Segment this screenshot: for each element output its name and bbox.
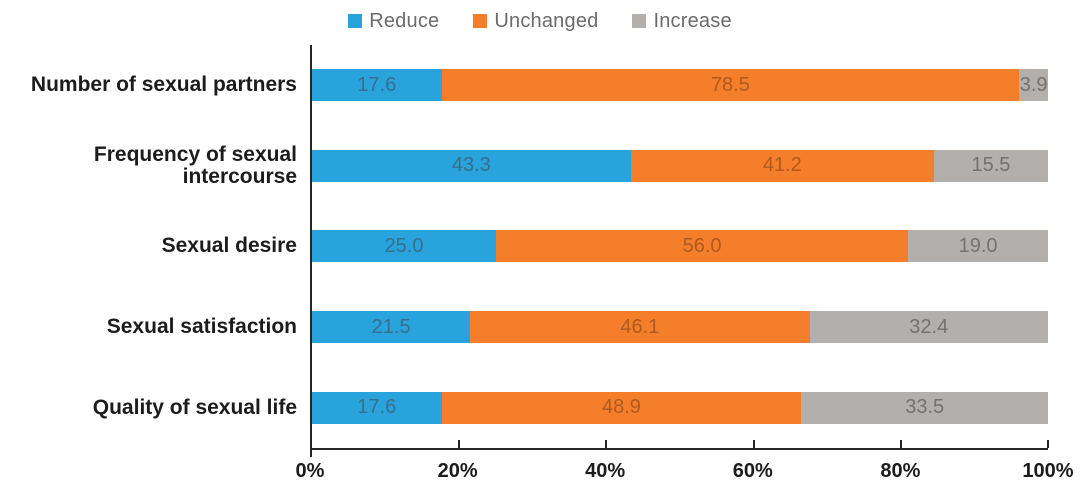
x-axis-tick <box>752 440 755 448</box>
bar-segment-reduce: 21.5 <box>312 311 471 344</box>
bar-row: 17.6 48.9 33.5 <box>312 367 1048 448</box>
x-axis-tick-label: 0% <box>295 460 325 482</box>
data-label: 41.2 <box>762 154 802 177</box>
data-label: 32.4 <box>909 315 949 338</box>
stacked-bar-chart: Reduce Unchanged Increase Number of sexu… <box>0 5 1080 503</box>
data-label: 43.3 <box>451 154 491 177</box>
legend-item-increase: Increase <box>632 9 732 33</box>
y-axis-tick <box>310 448 312 457</box>
y-axis-category-labels: Number of sexual partners Frequency of se… <box>0 45 310 448</box>
bar-segment-increase: 15.5 <box>933 149 1048 182</box>
x-axis-tick <box>458 440 461 448</box>
data-label: 17.6 <box>357 73 397 96</box>
data-label: 3.9 <box>1019 73 1048 96</box>
category-label: Quality of sexual life <box>92 395 297 419</box>
data-label: 19.0 <box>958 234 998 257</box>
bar-row: 21.5 46.1 32.4 <box>312 287 1048 368</box>
bar-track: 43.3 41.2 15.5 <box>312 149 1048 182</box>
bar-segment-unchanged: 56.0 <box>496 230 909 263</box>
bar-segment-increase: 33.5 <box>801 391 1048 424</box>
data-label: 56.0 <box>682 234 722 257</box>
bar-segment-reduce: 43.3 <box>312 149 631 182</box>
chart-legend: Reduce Unchanged Increase <box>0 5 1080 37</box>
bar-row: 25.0 56.0 19.0 <box>312 206 1048 287</box>
legend-label-reduce: Reduce <box>369 9 440 32</box>
legend-label-increase: Increase <box>653 9 732 32</box>
data-label: 17.6 <box>357 396 397 419</box>
plot-area: 17.6 78.5 3.9 43.3 41.2 15.5 25.0 56.0 19.0 21.5 4… <box>310 45 1049 457</box>
legend-swatch-reduce-icon <box>348 14 363 28</box>
x-axis-tick-label: 40% <box>585 460 626 482</box>
data-label: 21.5 <box>371 315 411 338</box>
data-label: 33.5 <box>905 396 945 419</box>
x-axis-tick-label: 20% <box>437 460 478 482</box>
plot-area-wrapper: Number of sexual partners Frequency of se… <box>0 45 1080 457</box>
x-axis-tick-label: 60% <box>732 460 773 482</box>
category-label: Sexual desire <box>161 234 297 258</box>
bar-track: 25.0 56.0 19.0 <box>312 230 1048 263</box>
bar-segment-unchanged: 46.1 <box>470 311 810 344</box>
x-axis-tick <box>1047 440 1049 448</box>
category-label: Number of sexual partners <box>30 73 297 97</box>
bar-segment-reduce: 25.0 <box>312 230 496 263</box>
category-label: Sexual satisfaction <box>106 315 297 339</box>
data-label: 78.5 <box>710 73 750 96</box>
legend-item-reduce: Reduce <box>348 10 439 33</box>
bar-segment-reduce: 17.6 <box>312 69 442 102</box>
x-axis-tick-labels: 0% 20% 40% 60% 80% 100% <box>296 460 1074 486</box>
data-label: 25.0 <box>384 234 424 257</box>
bar-segment-unchanged: 78.5 <box>441 69 1020 102</box>
data-label: 15.5 <box>971 154 1011 177</box>
x-axis-tick <box>605 440 608 448</box>
bar-track: 21.5 46.1 32.4 <box>312 311 1048 344</box>
bar-segment-unchanged: 41.2 <box>630 149 934 182</box>
legend-swatch-unchanged-icon <box>473 14 488 28</box>
x-axis-tick-label: 100% <box>1022 460 1074 482</box>
bar-track: 17.6 78.5 3.9 <box>312 69 1048 102</box>
category-label: Frequency of sexual intercourse <box>93 142 297 188</box>
x-axis-tick-label: 80% <box>880 460 921 482</box>
data-label: 48.9 <box>602 396 641 419</box>
bar-row: 17.6 78.5 3.9 <box>312 45 1048 126</box>
bar-track: 17.6 48.9 33.5 <box>312 391 1048 424</box>
bar-segment-unchanged: 48.9 <box>441 391 802 424</box>
bar-segment-reduce: 17.6 <box>312 391 442 424</box>
bar-segment-increase: 19.0 <box>908 230 1048 263</box>
data-label: 46.1 <box>620 315 660 338</box>
legend-item-unchanged: Unchanged <box>473 10 598 33</box>
legend-swatch-increase-icon <box>632 14 647 28</box>
bar-row: 43.3 41.2 15.5 <box>312 126 1048 207</box>
legend-label-unchanged: Unchanged <box>494 9 599 32</box>
bar-segment-increase: 32.4 <box>809 311 1048 344</box>
bar-segment-increase: 3.9 <box>1019 69 1048 102</box>
x-axis-tick <box>899 440 902 448</box>
